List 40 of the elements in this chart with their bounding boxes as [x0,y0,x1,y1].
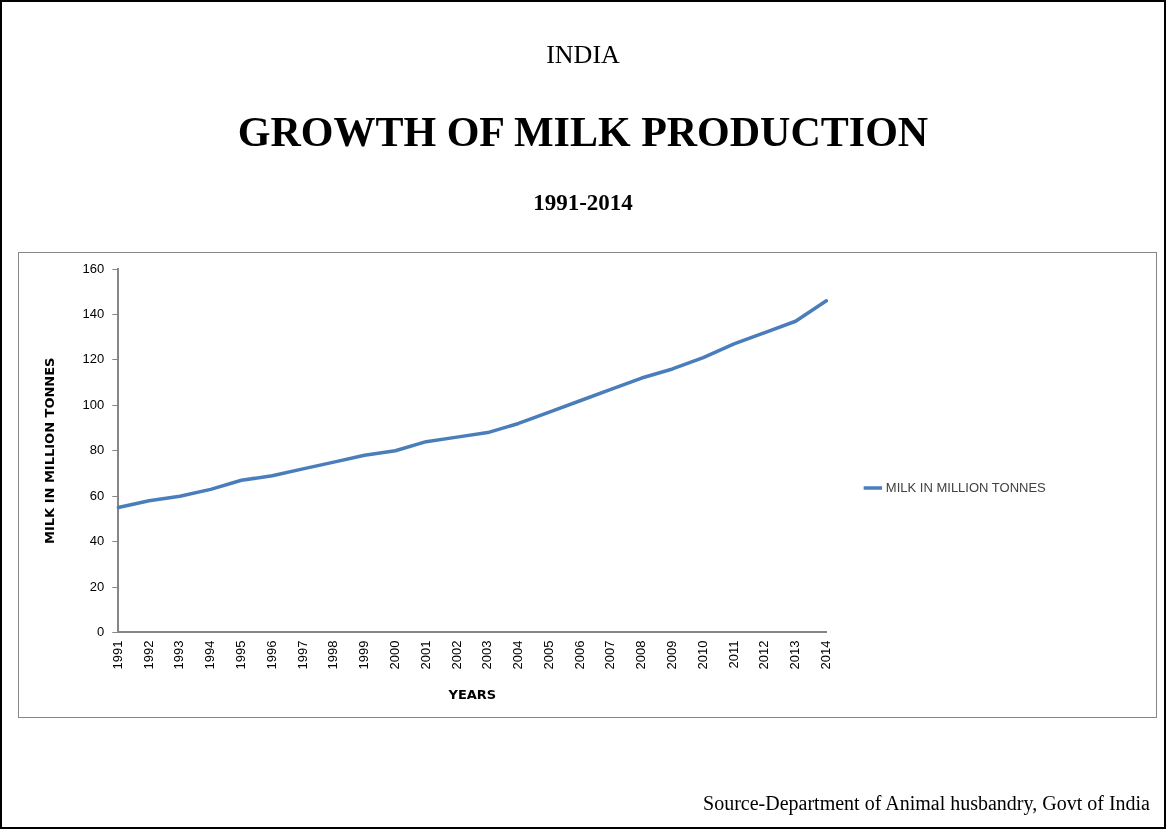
y-tick-label: 120 [82,351,105,367]
x-tick-label: 2014 [817,640,833,670]
x-tick-label: 1991 [109,640,125,670]
y-tick-label: 160 [82,260,105,276]
x-tick-label: 1997 [294,640,310,670]
x-tick-label: 2013 [787,640,803,670]
x-tick-label: 1995 [233,640,249,670]
y-axis-title: MILK IN MILLION TONNES [42,357,58,544]
x-tick-label: 2005 [540,640,556,670]
y-tick-label: 40 [89,533,105,549]
chart-title: GROWTH OF MILK PRODUCTION [236,108,930,156]
x-tick-label: 2003 [479,640,495,670]
y-tick-label: 140 [82,306,105,322]
legend-label: MILK IN MILLION TONNES [885,479,1047,495]
x-tick-label: 1999 [356,640,372,670]
x-tick-label: 1993 [171,640,187,670]
x-tick-label: 2007 [602,640,618,670]
x-tick-label: 2004 [510,640,526,670]
y-tick-label: 20 [89,578,105,594]
x-tick-label: 1992 [140,640,156,670]
x-tick-label: 1998 [325,640,341,670]
x-tick-label: 1996 [263,640,279,670]
text: INDIA [545,40,621,70]
x-tick-label: 2000 [386,640,402,670]
x-tick-label: 2010 [694,640,710,670]
y-tick-label: 0 [97,624,105,640]
y-tick-label: 100 [82,396,105,412]
x-tick-label: 2009 [664,640,680,670]
x-tick-label: 2002 [448,640,464,670]
chart-subtitle: 1991-2014 [532,190,634,216]
x-tick-label: 2006 [571,640,587,670]
x-tick-label: 2011 [725,640,741,669]
source-note: Source-Department of Animal husbandry, Govt of India [703,792,1150,815]
y-tick-label: 80 [89,442,105,458]
x-tick-label: 2001 [417,640,433,670]
x-tick-label: 2012 [756,640,772,670]
x-tick-label: 1994 [202,640,218,670]
x-tick-label: 2008 [633,640,649,670]
y-tick-label: 60 [89,487,105,503]
x-axis-title: YEARS [447,686,497,702]
